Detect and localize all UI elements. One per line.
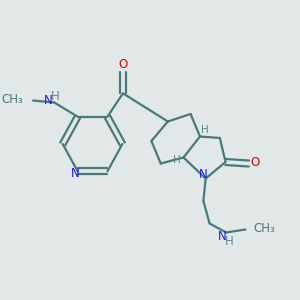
- Text: N: N: [71, 167, 80, 180]
- Text: H: H: [51, 90, 60, 103]
- Text: H: H: [225, 235, 233, 248]
- Text: N: N: [44, 94, 53, 107]
- Text: O: O: [250, 155, 260, 169]
- Text: H: H: [201, 125, 209, 135]
- Text: N: N: [199, 168, 208, 182]
- Text: CH₃: CH₃: [1, 92, 23, 106]
- Text: H: H: [172, 155, 180, 165]
- Text: N: N: [218, 230, 227, 243]
- Text: O: O: [118, 58, 128, 71]
- Text: CH₃: CH₃: [254, 221, 275, 235]
